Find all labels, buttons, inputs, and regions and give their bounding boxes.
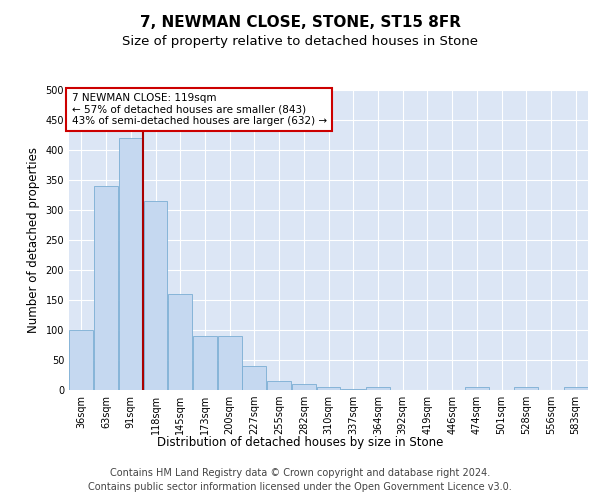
- Text: Size of property relative to detached houses in Stone: Size of property relative to detached ho…: [122, 34, 478, 48]
- Bar: [70, 330, 94, 390]
- Bar: [193, 336, 217, 390]
- Bar: [143, 201, 167, 390]
- Bar: [366, 387, 390, 390]
- Text: Contains public sector information licensed under the Open Government Licence v3: Contains public sector information licen…: [88, 482, 512, 492]
- Bar: [218, 336, 242, 390]
- Bar: [563, 387, 587, 390]
- Bar: [94, 186, 118, 390]
- Bar: [465, 387, 489, 390]
- Bar: [292, 384, 316, 390]
- Bar: [341, 389, 365, 390]
- Bar: [168, 294, 192, 390]
- Bar: [242, 366, 266, 390]
- Text: 7 NEWMAN CLOSE: 119sqm
← 57% of detached houses are smaller (843)
43% of semi-de: 7 NEWMAN CLOSE: 119sqm ← 57% of detached…: [71, 93, 327, 126]
- Bar: [514, 387, 538, 390]
- Text: 7, NEWMAN CLOSE, STONE, ST15 8FR: 7, NEWMAN CLOSE, STONE, ST15 8FR: [139, 15, 461, 30]
- Bar: [317, 387, 340, 390]
- Bar: [267, 381, 291, 390]
- Bar: [119, 138, 143, 390]
- Text: Contains HM Land Registry data © Crown copyright and database right 2024.: Contains HM Land Registry data © Crown c…: [110, 468, 490, 477]
- Y-axis label: Number of detached properties: Number of detached properties: [27, 147, 40, 333]
- Text: Distribution of detached houses by size in Stone: Distribution of detached houses by size …: [157, 436, 443, 449]
